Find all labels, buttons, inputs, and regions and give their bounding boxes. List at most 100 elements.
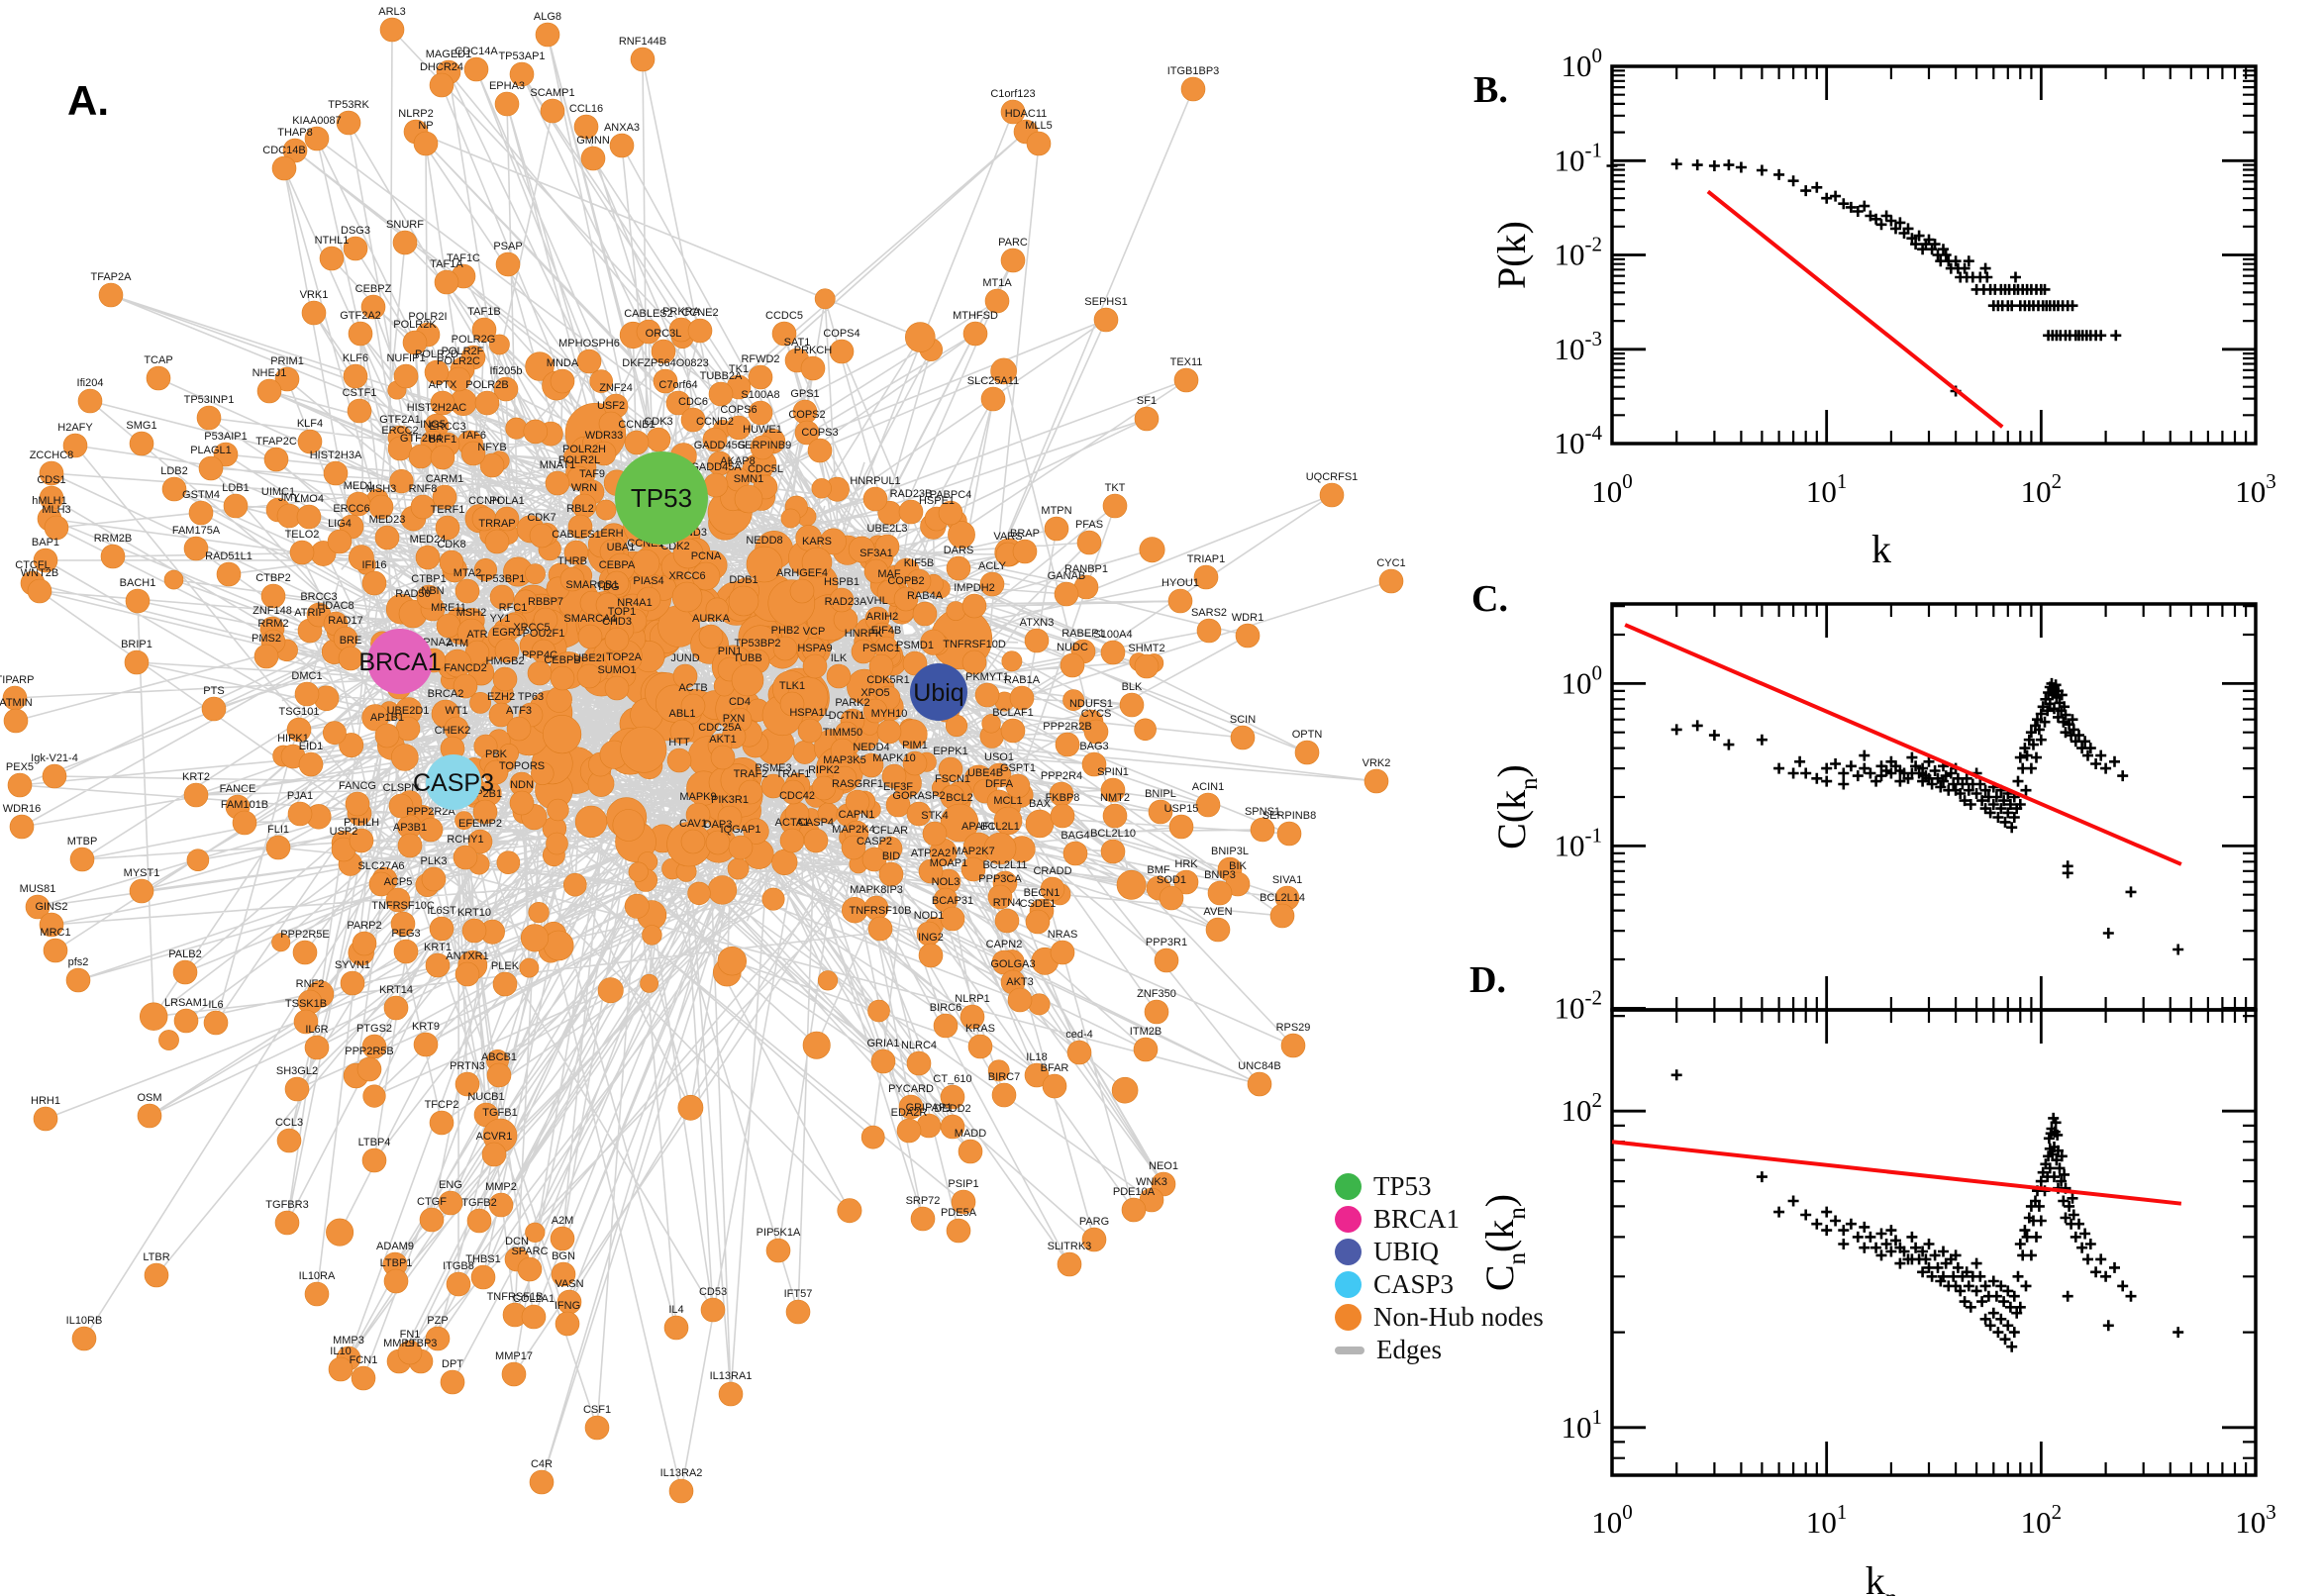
network-node	[898, 499, 924, 525]
network-node-label: TIMM50	[823, 727, 862, 739]
network-node	[489, 584, 515, 610]
network-node-label: TGFB2	[461, 1197, 496, 1209]
network-node-label: KIF5B	[904, 557, 935, 569]
network-node-label: SAT1	[784, 337, 811, 349]
network-hub-nodes: TP53 BRCA1 Ubiq CASP3	[358, 451, 967, 810]
network-node	[951, 1189, 976, 1215]
network-node-label: PIK3R1	[711, 794, 749, 806]
network-node-label: THAP8	[277, 127, 312, 139]
network-node	[604, 675, 630, 701]
network-node-label: BAX	[1029, 798, 1052, 810]
network-node	[867, 999, 890, 1023]
axis-title: k	[1871, 527, 1891, 571]
network-node	[1000, 718, 1026, 744]
network-node-label: C7orf64	[658, 379, 697, 391]
network-node	[904, 322, 936, 352]
network-node-label: SCIN	[1230, 714, 1256, 726]
network-node-label: FN1	[400, 1329, 421, 1341]
network-node-label: TERF1	[431, 504, 465, 516]
network-node	[521, 1304, 547, 1330]
network-node	[550, 665, 575, 691]
network-node-label: SMG1	[126, 420, 156, 432]
network-node	[304, 1035, 330, 1060]
network-node-label: PKMYT1	[965, 671, 1009, 683]
network-node-label: SERPINB8	[1262, 810, 1316, 822]
network-node-label: C4R	[531, 1458, 553, 1470]
network-node	[797, 718, 823, 744]
legend-item-non-hub-nodes: Non-Hub nodes	[1335, 1301, 1544, 1334]
network-node-label: CAPN1	[839, 809, 875, 821]
network-node-label: LRSAM1	[164, 997, 208, 1009]
network-node-label: LMO4	[294, 493, 324, 505]
network-node	[761, 887, 785, 911]
network-node-label: SLC27A6	[357, 860, 404, 872]
network-node	[1134, 718, 1157, 742]
network-node-label: AKT3	[1006, 976, 1034, 988]
network-node-label: CCL16	[569, 103, 603, 115]
fit-line	[1624, 623, 2182, 866]
network-node	[940, 1084, 965, 1110]
network-node	[42, 763, 67, 789]
network-node	[851, 639, 876, 664]
network-node	[868, 653, 894, 679]
network-node	[1250, 817, 1275, 843]
network-node	[1025, 909, 1051, 935]
legend-dot-icon	[1335, 1239, 1362, 1265]
network-node-label: BAG4	[1060, 830, 1089, 842]
network-node	[466, 1208, 492, 1234]
legend-dot-icon	[1335, 1206, 1362, 1233]
network-node	[979, 571, 1005, 597]
network-node-label: TKT	[1105, 482, 1126, 494]
network-node	[520, 924, 550, 952]
network-node	[351, 1365, 376, 1391]
network-node-label: CCNE2	[681, 307, 718, 319]
network-node	[1012, 539, 1038, 564]
network-node-label: UBE4B	[967, 767, 1003, 779]
network-node	[223, 493, 249, 519]
network-node	[802, 653, 828, 679]
network-node	[340, 970, 365, 996]
network-node-label: FSCN1	[935, 773, 970, 785]
network-node	[860, 1125, 885, 1149]
network-node-label: DKFZP564O0823	[622, 357, 708, 369]
network-node	[416, 584, 442, 610]
network-node-label: ORC3L	[646, 328, 682, 340]
network-node-label: GRIPAP1	[906, 1102, 953, 1114]
network-node	[161, 476, 187, 502]
network-node	[469, 692, 492, 714]
network-node-label: pfs2	[68, 956, 89, 968]
network-node-label: NUFIP1	[386, 352, 425, 364]
network-node	[343, 236, 368, 261]
network-node	[271, 933, 291, 952]
network-node	[1111, 1076, 1139, 1104]
network-node	[870, 1048, 896, 1074]
network-node-label: CSTF1	[343, 387, 377, 399]
network-node-label: COPS2	[788, 409, 825, 421]
network-node-label: BFAR	[1041, 1062, 1069, 1074]
network-node	[717, 805, 743, 831]
network-node	[546, 832, 568, 855]
network-node	[962, 321, 988, 347]
network-node-label: DDB1	[729, 574, 758, 586]
network-node-label: HTT	[668, 737, 690, 748]
network-node	[748, 364, 773, 390]
network-node	[1319, 482, 1345, 508]
network-node	[780, 508, 801, 529]
network-node-label: ARHGEF4	[776, 567, 828, 579]
network-node-label: BCL2	[946, 792, 973, 804]
network-node	[631, 549, 660, 578]
network-node-label: KARS	[802, 536, 832, 548]
network-node-label: SIVA1	[1272, 874, 1302, 886]
network-node-label: A2M	[552, 1215, 574, 1227]
network-node	[361, 704, 389, 732]
axis-tick-label: 101	[1562, 1405, 1603, 1445]
network-node-label: BAG3	[1079, 741, 1108, 752]
network-node-label: BCL2L11	[982, 859, 1027, 871]
network-node-label: CEBPA	[599, 559, 636, 571]
network-node-label: FANCD2	[444, 662, 486, 674]
network-node-label: TFAP2A	[91, 271, 133, 283]
network-node-label: SF3A1	[859, 548, 893, 559]
network-node-label: GMNN	[576, 135, 610, 147]
network-node-label: PSME3	[755, 762, 791, 774]
